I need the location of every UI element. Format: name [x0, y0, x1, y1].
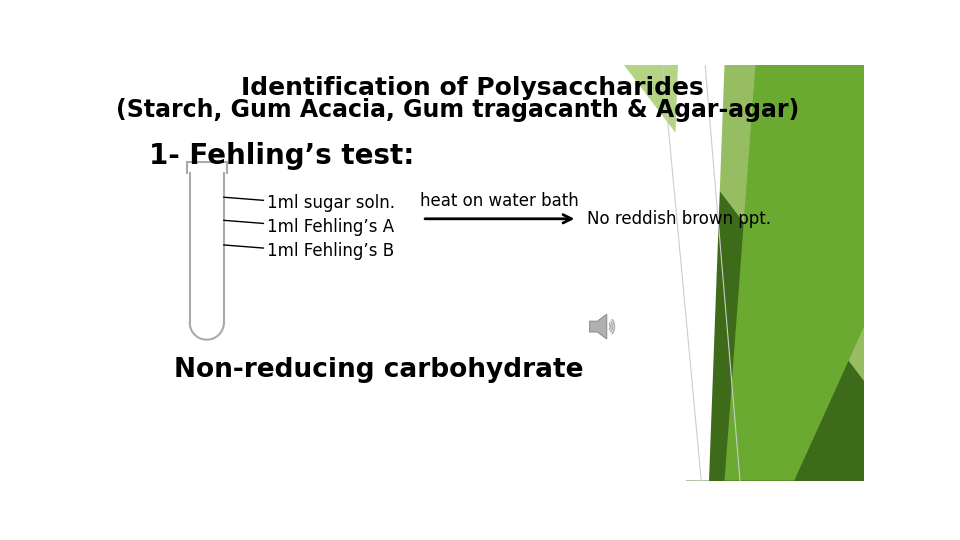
Text: 1ml Fehling’s A: 1ml Fehling’s A [267, 218, 395, 235]
Polygon shape [725, 65, 864, 481]
Polygon shape [662, 65, 725, 481]
Text: Non-reducing carbohydrate: Non-reducing carbohydrate [175, 357, 584, 383]
Text: (Starch, Gum Acacia, Gum tragacanth & Agar-agar): (Starch, Gum Acacia, Gum tragacanth & Ag… [115, 98, 799, 122]
Polygon shape [601, 65, 864, 234]
Text: 1- Fehling’s test:: 1- Fehling’s test: [150, 142, 415, 170]
Text: 1ml Fehling’s B: 1ml Fehling’s B [267, 242, 395, 260]
Text: 1ml sugar soln.: 1ml sugar soln. [267, 194, 396, 212]
Text: No reddish brown ppt.: No reddish brown ppt. [587, 210, 771, 228]
Text: Identification of Polysaccharides: Identification of Polysaccharides [241, 76, 704, 100]
Polygon shape [624, 65, 864, 381]
Polygon shape [809, 65, 864, 481]
Polygon shape [685, 65, 864, 481]
Text: heat on water bath: heat on water bath [420, 192, 579, 210]
Polygon shape [589, 314, 607, 339]
